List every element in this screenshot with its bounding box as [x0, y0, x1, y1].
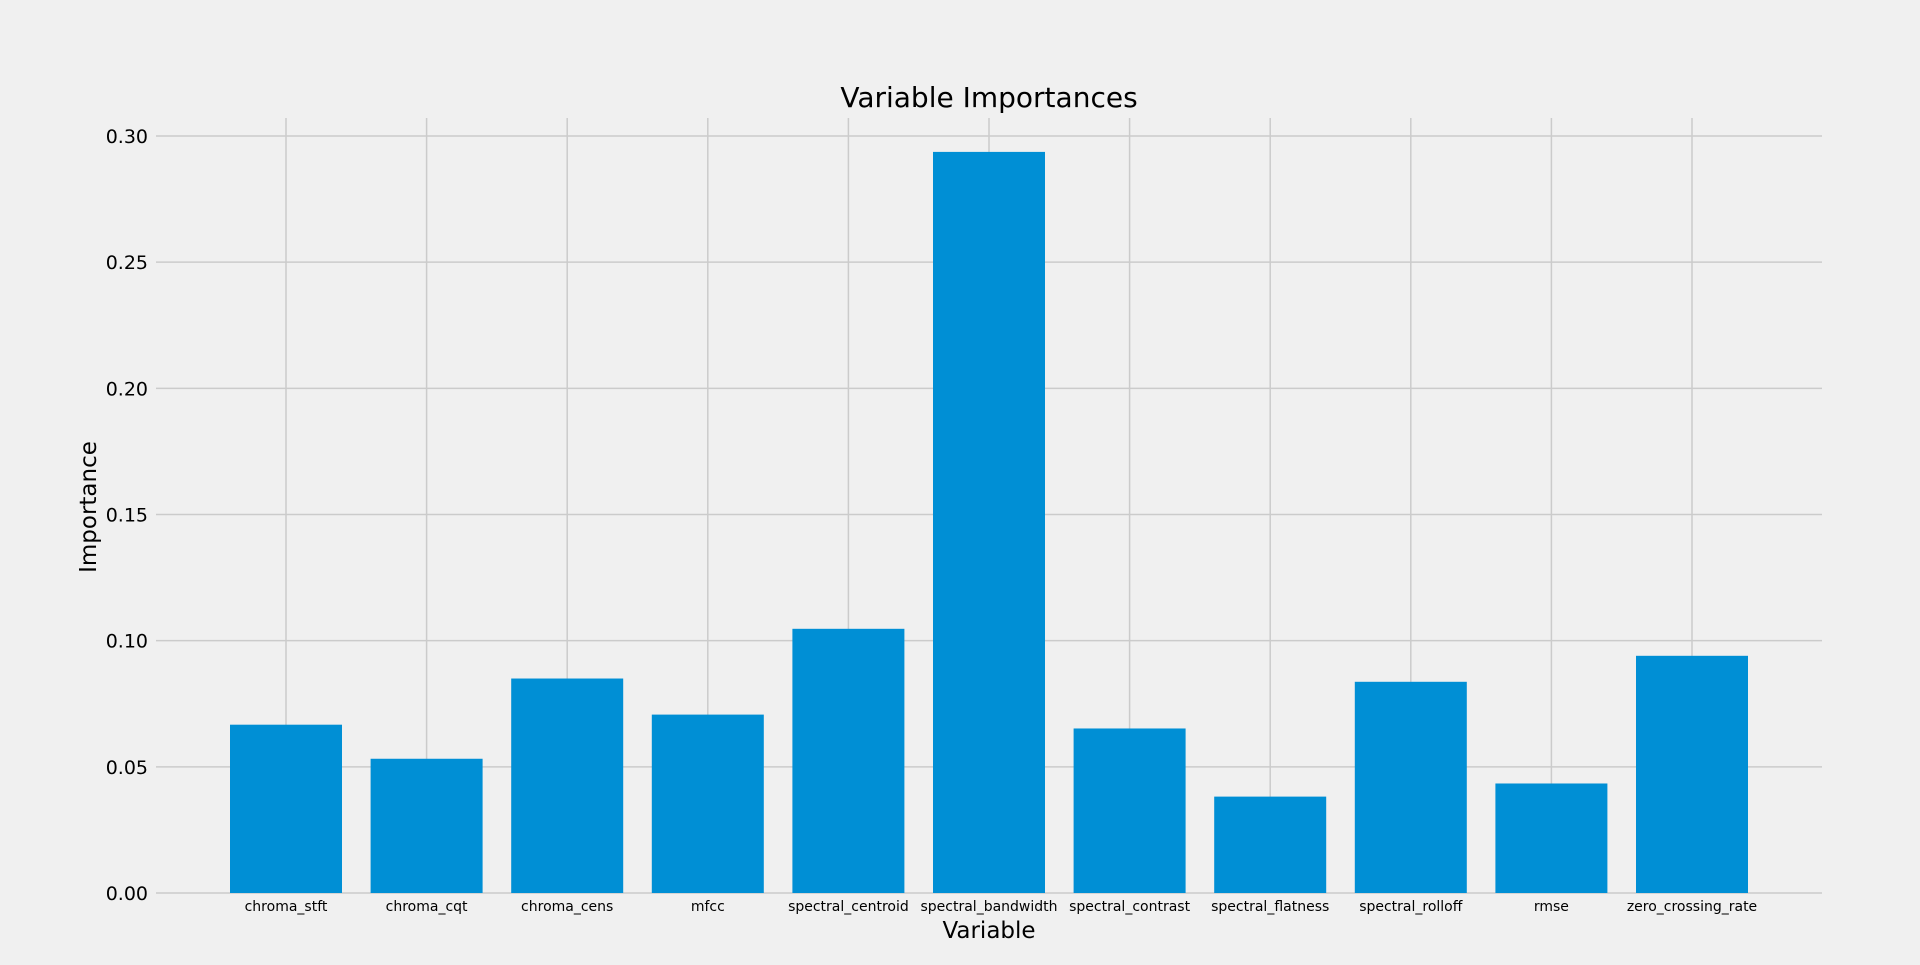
bar-rmse	[1495, 783, 1608, 893]
bar-spectral-centroid	[792, 628, 905, 893]
bar-spectral-bandwidth	[933, 151, 1045, 894]
x-axis-label: Variable	[942, 918, 1035, 944]
bar-spectral-rolloff	[1354, 681, 1467, 893]
x-tick-label: spectral_centroid	[788, 899, 909, 915]
bar-spectral-flatness	[1214, 796, 1327, 893]
x-tick-label: spectral_contrast	[1069, 899, 1190, 915]
y-tick-label: 0.25	[106, 252, 148, 274]
y-axis-label: Importance	[76, 441, 102, 573]
x-tick-label: zero_crossing_rate	[1627, 899, 1757, 915]
bar-chroma-cens	[511, 678, 624, 893]
x-tick-label: chroma_cqt	[386, 899, 468, 915]
x-tick-label: spectral_flatness	[1211, 899, 1329, 915]
bar-mfcc	[651, 714, 764, 893]
y-tick-label: 0.30	[106, 126, 148, 148]
x-tick-label: spectral_rolloff	[1359, 899, 1463, 915]
bars	[230, 151, 1748, 894]
x-tick-label: chroma_cens	[521, 899, 613, 915]
y-tick-labels: 0.00 0.05 0.10 0.15 0.20 0.25 0.30	[106, 126, 148, 905]
y-tick-label: 0.00	[106, 883, 148, 905]
y-tick-label: 0.05	[106, 757, 148, 779]
chart-title: Variable Importances	[840, 81, 1137, 114]
x-tick-label: spectral_bandwidth	[920, 899, 1057, 915]
x-tick-label: chroma_stft	[245, 899, 328, 915]
x-tick-label: rmse	[1534, 899, 1569, 915]
y-tick-label: 0.10	[106, 631, 148, 653]
bar-zero-crossing-rate	[1636, 655, 1748, 893]
x-tick-labels: chroma_stft chroma_cqt chroma_cens mfcc spec…	[245, 899, 1758, 915]
bar-spectral-contrast	[1073, 728, 1186, 893]
x-tick-label: mfcc	[691, 899, 725, 915]
y-tick-label: 0.20	[106, 378, 148, 400]
bar-chroma-stft	[230, 724, 342, 893]
y-tick-label: 0.15	[106, 505, 148, 527]
bar-chroma-cqt	[370, 758, 483, 893]
